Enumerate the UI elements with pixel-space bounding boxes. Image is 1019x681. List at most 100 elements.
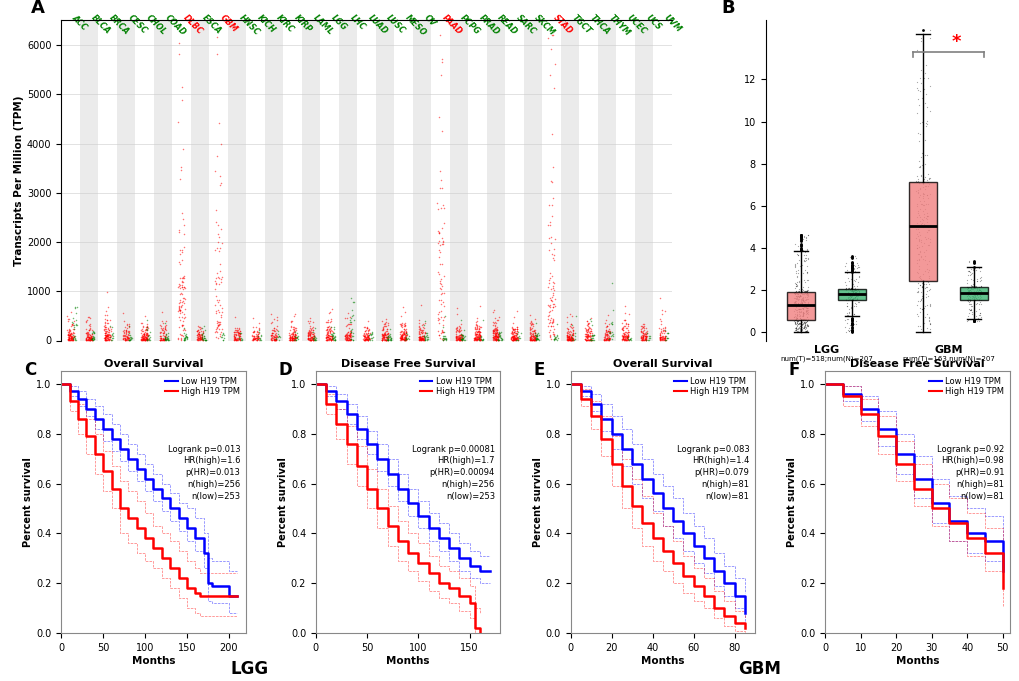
Point xyxy=(548,334,565,345)
Point xyxy=(213,237,229,248)
Point xyxy=(97,330,113,340)
Point xyxy=(300,334,316,345)
Point xyxy=(101,328,117,339)
Point xyxy=(157,334,173,345)
Point xyxy=(787,300,803,311)
Point xyxy=(61,329,77,340)
Point xyxy=(468,334,484,345)
Point xyxy=(908,212,924,223)
Point xyxy=(620,334,636,345)
Point xyxy=(172,333,189,344)
Point xyxy=(799,301,815,312)
Point xyxy=(527,333,543,344)
Point xyxy=(208,331,224,342)
Point xyxy=(847,285,863,296)
Point xyxy=(61,334,77,345)
Point xyxy=(306,331,322,342)
Point xyxy=(795,296,811,307)
Point xyxy=(469,328,485,339)
Point xyxy=(546,59,562,69)
Point xyxy=(86,334,102,345)
Point xyxy=(971,284,987,295)
Point xyxy=(790,299,806,310)
Point xyxy=(914,187,930,198)
Point xyxy=(848,291,864,302)
Point xyxy=(487,335,503,346)
Point xyxy=(415,335,431,346)
Point xyxy=(118,329,135,340)
Point xyxy=(913,218,929,229)
Point xyxy=(619,332,635,343)
Point xyxy=(303,326,319,337)
Point xyxy=(793,321,809,332)
Point xyxy=(598,332,614,343)
Point xyxy=(175,242,192,253)
Point xyxy=(214,332,230,343)
Point xyxy=(527,335,543,346)
Text: *: * xyxy=(951,33,960,51)
Point xyxy=(969,313,985,324)
Point xyxy=(213,323,229,334)
Point xyxy=(286,326,303,336)
Point xyxy=(139,332,155,343)
Point xyxy=(798,268,814,279)
Point xyxy=(286,334,303,345)
Point xyxy=(839,301,855,312)
Point xyxy=(82,334,98,345)
Point xyxy=(82,332,98,343)
Point xyxy=(849,283,865,294)
Point xyxy=(190,329,206,340)
Point xyxy=(908,229,924,240)
Point xyxy=(484,317,500,328)
Point xyxy=(377,334,393,345)
Point xyxy=(307,331,323,342)
Point xyxy=(505,326,522,337)
Point xyxy=(392,334,409,345)
Point xyxy=(176,271,193,282)
Point xyxy=(268,330,284,340)
Point xyxy=(374,322,390,333)
Point xyxy=(65,329,82,340)
Point xyxy=(302,332,318,343)
Point xyxy=(488,334,504,345)
Point xyxy=(909,187,925,197)
Point xyxy=(97,317,113,328)
Point xyxy=(799,285,815,296)
Point xyxy=(470,328,486,339)
Point xyxy=(634,333,650,344)
Point xyxy=(524,326,540,336)
Point xyxy=(133,334,150,345)
Point xyxy=(376,333,392,344)
Point xyxy=(788,277,804,288)
Bar xyxy=(449,20,468,340)
Point xyxy=(793,270,809,281)
Point xyxy=(786,259,802,270)
Point xyxy=(135,334,151,345)
Point xyxy=(435,333,451,344)
Point xyxy=(245,313,261,323)
Point xyxy=(139,332,155,343)
Point xyxy=(302,315,318,326)
Point xyxy=(176,335,193,346)
Point xyxy=(546,294,562,304)
Point xyxy=(100,327,116,338)
Point xyxy=(796,322,812,333)
Point xyxy=(842,291,858,302)
Point xyxy=(303,335,319,346)
Point xyxy=(597,326,613,336)
Point xyxy=(793,300,809,311)
Point xyxy=(842,284,858,295)
Point xyxy=(467,329,483,340)
Point xyxy=(490,328,506,338)
Point xyxy=(604,330,621,341)
Point xyxy=(971,281,987,291)
Point xyxy=(285,330,302,341)
Point xyxy=(489,329,505,340)
Point xyxy=(412,334,428,345)
Point xyxy=(846,262,862,273)
Point xyxy=(139,330,155,341)
Point xyxy=(488,334,504,345)
Point xyxy=(64,328,81,338)
Point xyxy=(451,334,468,345)
Point xyxy=(794,314,810,325)
